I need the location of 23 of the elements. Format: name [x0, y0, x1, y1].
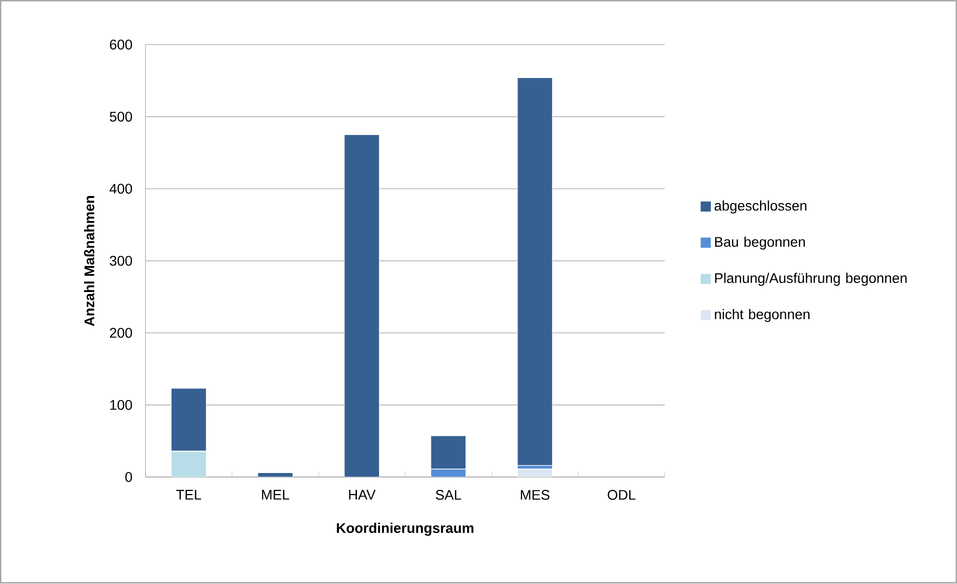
y-tick-label: 600: [110, 40, 132, 50]
y-tick-label: 0: [125, 472, 132, 482]
bar: [344, 134, 380, 478]
x-tick-label: TEL: [176, 490, 202, 500]
y-tick-label: 400: [110, 184, 132, 194]
legend-label: abgeschlossen: [714, 200, 806, 214]
y-axis-title: Anzahl Maßnahmen: [84, 196, 94, 326]
y-tick-label: 500: [110, 112, 132, 122]
x-axis-title: Koordinierungsraum: [336, 522, 474, 536]
x-tick-label: SAL: [436, 490, 462, 500]
x-tick-label: ODL: [608, 490, 636, 500]
legend-label: Bau begonnen: [715, 236, 805, 250]
bar: [170, 388, 206, 452]
bar: [517, 78, 553, 466]
y-tick-label: 100: [110, 400, 132, 410]
y-tick-label: 300: [110, 256, 132, 266]
bar: [430, 436, 466, 470]
y-tick-label: 200: [110, 328, 132, 338]
legend-label: Planung/Ausführung begonnen: [715, 273, 907, 286]
x-tick-label: MES: [520, 490, 550, 500]
legend-label: nicht begonnen: [714, 309, 810, 322]
x-tick-label: MEL: [262, 490, 290, 500]
x-tick-label: HAV: [349, 490, 376, 500]
